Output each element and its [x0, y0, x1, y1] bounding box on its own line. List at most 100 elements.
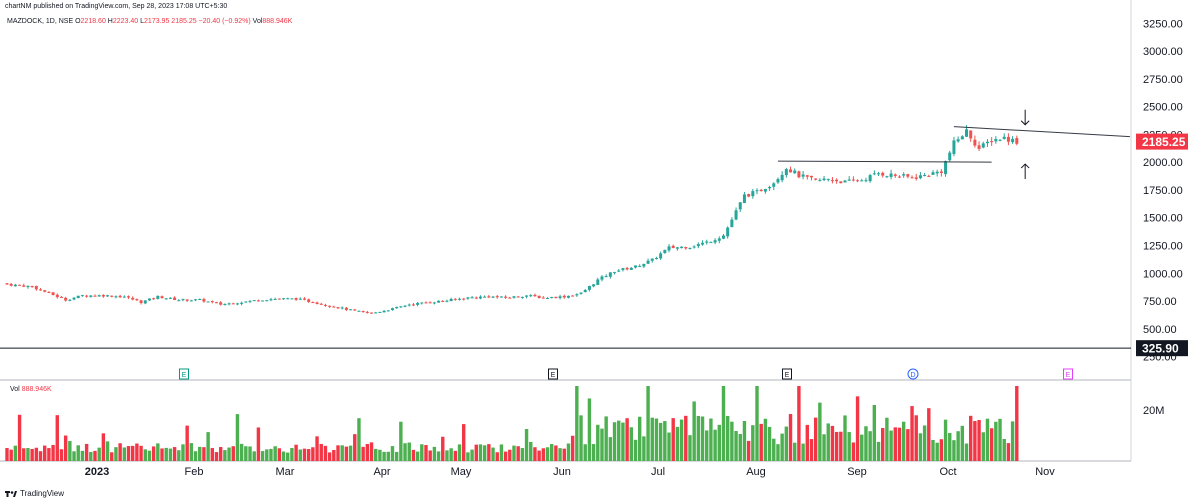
event-marker: E	[548, 368, 558, 380]
volume-bar	[960, 425, 965, 461]
volume-bar	[692, 401, 696, 461]
volume-bar	[143, 449, 147, 461]
candle-body	[541, 297, 545, 299]
candle-body	[390, 308, 394, 311]
candle	[613, 271, 617, 275]
candle-body	[956, 139, 960, 142]
candle	[449, 297, 453, 302]
candle	[445, 299, 449, 303]
candle	[273, 297, 277, 300]
candle-body	[608, 272, 612, 277]
volume-bar	[311, 447, 315, 461]
volume-bar	[935, 442, 939, 461]
candle-body	[885, 176, 889, 178]
volume-bar	[223, 450, 227, 461]
volume-bar	[621, 422, 625, 461]
volume-bar	[684, 415, 688, 461]
candle-body	[470, 297, 474, 299]
price-axis[interactable]: 3250.003000.002750.002500.002250.002000.…	[1136, 18, 1188, 417]
arrow-head	[1020, 120, 1030, 126]
volume-bar	[441, 436, 445, 461]
candle-body	[311, 302, 315, 304]
candle-body	[72, 297, 76, 300]
candle	[826, 178, 830, 182]
candle	[914, 173, 918, 181]
volume-bar	[637, 416, 642, 461]
volume-bar	[1006, 443, 1011, 461]
candle	[504, 295, 508, 299]
candle	[248, 300, 252, 304]
candle-body	[893, 174, 897, 176]
candle	[814, 178, 818, 181]
time-axis[interactable]: 2023 Feb Mar Apr May Jun Jul Aug Sep Oct Nov	[85, 466, 1056, 478]
candle	[127, 295, 131, 299]
candle	[244, 301, 248, 303]
volume-bar	[252, 451, 256, 461]
volume-bar	[1015, 386, 1019, 461]
candle	[478, 295, 482, 300]
candle-body	[742, 194, 746, 204]
candle	[462, 298, 466, 301]
candle	[1006, 133, 1010, 146]
candle	[768, 185, 772, 191]
candle	[181, 298, 185, 302]
candle-body	[797, 171, 801, 178]
candle	[856, 179, 860, 183]
candle-body	[965, 129, 969, 137]
candle	[1015, 135, 1019, 146]
candle	[1002, 133, 1006, 140]
legend-symbol: MAZDOCK, 1D, NSE	[7, 18, 74, 25]
candle	[261, 300, 265, 302]
earnings-icon	[548, 368, 558, 380]
volume-bar	[797, 386, 801, 461]
candle	[512, 295, 516, 299]
volume-bar	[248, 446, 252, 461]
candle	[638, 264, 642, 268]
candle	[34, 285, 38, 291]
candle	[97, 294, 101, 297]
volume-bar	[512, 445, 516, 461]
candle	[194, 298, 198, 302]
volume-bar	[901, 421, 906, 461]
candle-body	[374, 312, 378, 314]
dividend-icon	[907, 368, 919, 380]
volume-bar	[277, 448, 282, 461]
volume-bar	[181, 444, 185, 461]
volume-bar	[746, 440, 751, 461]
candle	[311, 301, 315, 304]
candle	[583, 288, 587, 293]
volume-bar	[767, 426, 772, 461]
candle	[39, 288, 43, 291]
volume-bar	[772, 438, 776, 461]
candle	[202, 297, 206, 303]
volume-bar	[671, 418, 675, 461]
candle-body	[847, 179, 851, 181]
candle-body	[122, 296, 126, 298]
volume-bar	[751, 425, 755, 461]
volume-bar	[63, 435, 68, 461]
volume-bar	[378, 449, 382, 461]
candle-body	[604, 276, 608, 278]
candle-body	[202, 299, 206, 302]
candle-body	[5, 283, 9, 285]
candle	[554, 296, 558, 299]
volume-bar	[135, 443, 139, 461]
candle-body	[336, 307, 340, 309]
candle-body	[437, 300, 441, 303]
candle	[659, 251, 663, 260]
volume-bar	[177, 450, 181, 461]
candle	[215, 301, 218, 304]
candle	[906, 173, 910, 179]
candle	[437, 300, 441, 303]
volume-bar	[943, 419, 948, 461]
volume-bar	[822, 434, 826, 461]
chart-frame	[0, 0, 1132, 462]
volume-bar	[470, 449, 474, 461]
candle-body	[705, 241, 709, 243]
volume-bar	[625, 418, 629, 461]
candle-body	[826, 178, 830, 180]
candle	[206, 301, 210, 303]
candle	[558, 294, 562, 300]
volume-bar	[323, 445, 328, 461]
